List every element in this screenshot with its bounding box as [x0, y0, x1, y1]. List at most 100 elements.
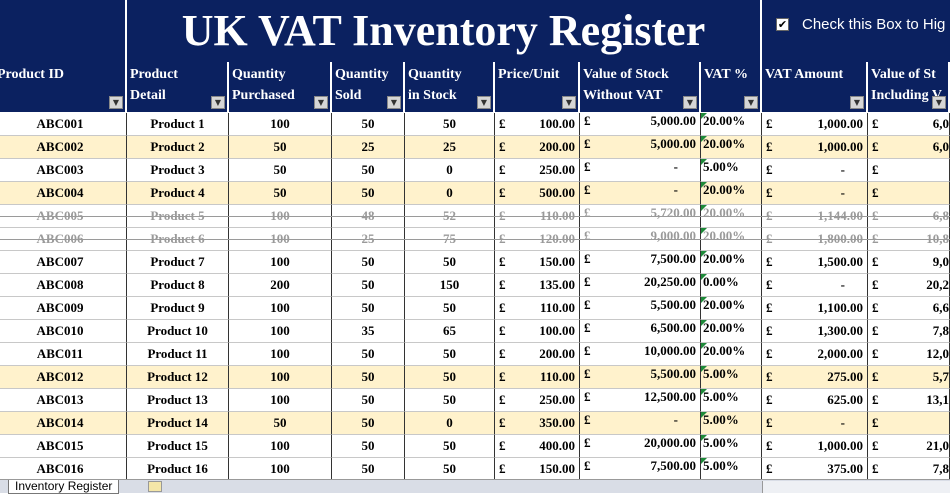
- cell-text: 135.00: [539, 277, 575, 292]
- cell-text: 5,500.00: [650, 366, 697, 381]
- header-line: VAT %: [704, 67, 748, 82]
- currency-symbol: £: [766, 185, 773, 200]
- cell: 50: [405, 297, 495, 320]
- cell-text: 110.00: [539, 208, 575, 223]
- cell-text: 52: [443, 208, 456, 223]
- filter-button[interactable]: ▼: [477, 96, 491, 109]
- cell: £9,0: [868, 251, 950, 274]
- cell-text: 100: [270, 231, 290, 246]
- cell: £10,000.00: [580, 343, 701, 366]
- cell-text: Product 2: [150, 139, 205, 154]
- cell: 20.00%: [701, 297, 762, 320]
- cell: 100: [229, 458, 332, 480]
- cell: 50: [229, 159, 332, 182]
- currency-symbol: £: [584, 412, 591, 427]
- cell: £500.00: [495, 182, 580, 205]
- cell: 100: [229, 297, 332, 320]
- cell: £625.00: [762, 389, 868, 412]
- cell-text: ABC005: [36, 208, 84, 223]
- cell-text: 50: [361, 300, 375, 315]
- filter-button[interactable]: ▼: [387, 96, 401, 109]
- currency-symbol: £: [872, 162, 879, 177]
- cell-text: Product 14: [147, 415, 208, 430]
- currency-symbol: £: [499, 415, 506, 430]
- cell: 25: [405, 136, 495, 159]
- cell: 50: [405, 343, 495, 366]
- cell: £: [868, 159, 950, 182]
- cell-text: 50: [361, 277, 375, 292]
- cell: 20.00%: [701, 320, 762, 343]
- cell: ABC003: [0, 159, 127, 182]
- header-line: Product: [130, 67, 178, 82]
- cell: 35: [332, 320, 405, 343]
- cell-text: Product 6: [150, 231, 205, 246]
- cell: £6,0: [868, 113, 950, 136]
- currency-symbol: £: [872, 205, 879, 227]
- cell: £375.00: [762, 458, 868, 480]
- cell-text: 6,8: [932, 208, 949, 223]
- cell: £275.00: [762, 366, 868, 389]
- cell: £7,8: [868, 458, 950, 480]
- cell-text: 50: [361, 346, 375, 361]
- cell-text: -: [840, 185, 845, 200]
- filter-button[interactable]: ▼: [109, 96, 123, 109]
- cell-text: 5,7: [932, 369, 949, 384]
- horizontal-scrollbar[interactable]: [762, 481, 950, 493]
- new-sheet-tab[interactable]: [148, 481, 162, 492]
- cell-text: ABC003: [36, 162, 84, 177]
- cell-text: 20.00%: [703, 205, 746, 220]
- cell: 200: [229, 274, 332, 297]
- currency-symbol: £: [766, 346, 773, 361]
- cell: 50: [405, 435, 495, 458]
- cell: Product 7: [127, 251, 229, 274]
- currency-symbol: £: [499, 392, 506, 407]
- cell-text: 5.00%: [703, 435, 739, 450]
- filter-button[interactable]: ▼: [683, 96, 697, 109]
- currency-symbol: £: [584, 113, 591, 128]
- filter-button[interactable]: ▼: [211, 96, 225, 109]
- cell: 50: [332, 274, 405, 297]
- corner-marker: [701, 343, 707, 349]
- cell-text: Product 13: [147, 392, 208, 407]
- currency-symbol: £: [499, 254, 506, 269]
- cell: 50: [229, 182, 332, 205]
- cell: £150.00: [495, 251, 580, 274]
- filter-button[interactable]: ▼: [744, 96, 758, 109]
- filter-button[interactable]: ▼: [932, 96, 946, 109]
- cell-text: 7,8: [932, 323, 949, 338]
- cell: 20.00%: [701, 113, 762, 136]
- cell-text: 21,0: [926, 438, 949, 453]
- cell: £120.00: [495, 228, 580, 251]
- currency-symbol: £: [584, 320, 591, 335]
- filter-button[interactable]: ▼: [562, 96, 576, 109]
- cell: £: [868, 182, 950, 205]
- currency-symbol: £: [872, 300, 879, 315]
- currency-symbol: £: [766, 323, 773, 338]
- corner-marker: [701, 228, 707, 234]
- cell-text: Product 3: [150, 162, 205, 177]
- cell: ABC013: [0, 389, 127, 412]
- cell-text: 1,000.00: [817, 116, 864, 131]
- filter-button[interactable]: ▼: [314, 96, 328, 109]
- cell: £350.00: [495, 412, 580, 435]
- checkbox[interactable]: ✔: [776, 18, 789, 31]
- cell-text: 50: [443, 461, 456, 476]
- cell: ABC004: [0, 182, 127, 205]
- cell: £250.00: [495, 159, 580, 182]
- currency-symbol: £: [584, 251, 591, 266]
- corner-marker: [701, 458, 707, 464]
- header-line: Sold: [335, 88, 362, 103]
- cell-text: 20,250.00: [644, 274, 696, 289]
- cell: £ -: [762, 412, 868, 435]
- cell-text: -: [840, 277, 845, 292]
- cell: 20.00%: [701, 182, 762, 205]
- cell-text: 35: [361, 323, 375, 338]
- cell: £13,1: [868, 389, 950, 412]
- filter-button[interactable]: ▼: [850, 96, 864, 109]
- currency-symbol: £: [872, 392, 879, 407]
- cell: £21,0: [868, 435, 950, 458]
- cell-text: Product 5: [150, 208, 205, 223]
- cell: 100: [229, 366, 332, 389]
- sheet-tab[interactable]: Inventory Register: [8, 480, 120, 494]
- cell: £7,500.00: [580, 251, 701, 274]
